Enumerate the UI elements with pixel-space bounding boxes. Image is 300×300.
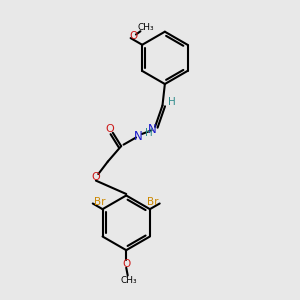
Text: O: O — [122, 259, 130, 269]
Text: H: H — [145, 128, 152, 138]
Text: CH₃: CH₃ — [137, 23, 154, 32]
Text: Br: Br — [147, 197, 159, 207]
Text: CH₃: CH₃ — [120, 276, 137, 285]
Text: H: H — [167, 97, 175, 107]
Text: O: O — [129, 31, 137, 41]
Text: N: N — [148, 123, 157, 136]
Text: O: O — [92, 172, 100, 182]
Text: O: O — [106, 124, 114, 134]
Text: N: N — [134, 130, 143, 143]
Text: Br: Br — [94, 197, 105, 207]
